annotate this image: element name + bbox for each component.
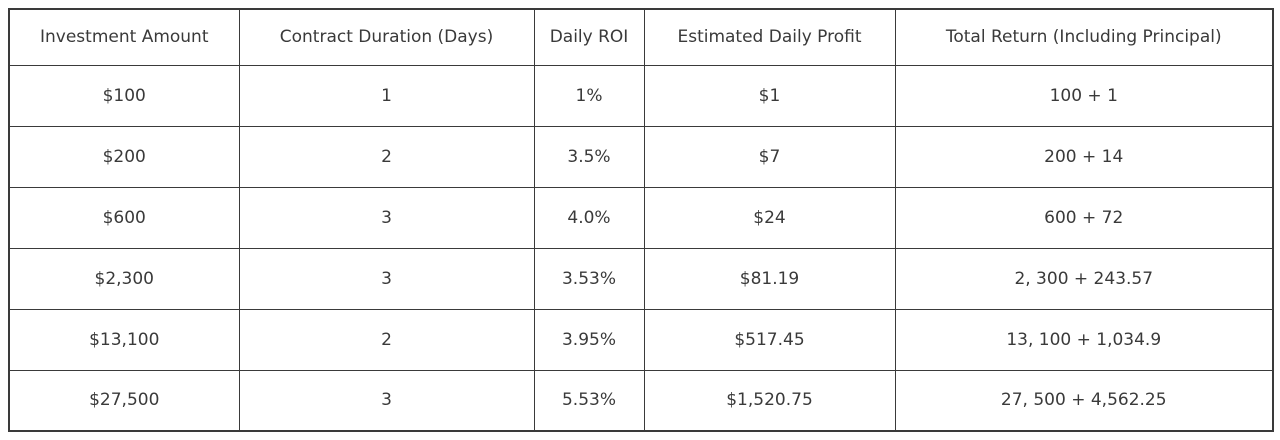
table-cell-daily-roi: 3.95% <box>533 308 645 371</box>
table-cell-contract-duration: 3 <box>238 247 535 310</box>
table-row: $27,500 3 5.53% $1,520.75 27, 500 + 4,56… <box>8 369 1274 432</box>
table-cell-investment-amount: $200 <box>8 125 240 188</box>
table-cell-contract-duration: 3 <box>238 186 535 249</box>
table-cell-estimated-daily-profit: $517.45 <box>643 308 896 371</box>
table-cell-total-return: 27, 500 + 4,562.25 <box>894 369 1274 432</box>
table-cell-estimated-daily-profit: $1,520.75 <box>643 369 896 432</box>
table-row: $600 3 4.0% $24 600 + 72 <box>8 186 1274 249</box>
table-cell-contract-duration: 3 <box>238 369 535 432</box>
table-cell-contract-duration: 2 <box>238 125 535 188</box>
table-cell-estimated-daily-profit: $81.19 <box>643 247 896 310</box>
column-header-daily-roi: Daily ROI <box>533 8 645 66</box>
table-cell-investment-amount: $600 <box>8 186 240 249</box>
column-header-contract-duration: Contract Duration (Days) <box>238 8 535 66</box>
column-header-investment-amount: Investment Amount <box>8 8 240 66</box>
table-cell-daily-roi: 3.5% <box>533 125 645 188</box>
table-cell-total-return: 2, 300 + 243.57 <box>894 247 1274 310</box>
table-cell-total-return: 13, 100 + 1,034.9 <box>894 308 1274 371</box>
table-row: $2,300 3 3.53% $81.19 2, 300 + 243.57 <box>8 247 1274 310</box>
table-cell-daily-roi: 4.0% <box>533 186 645 249</box>
table-cell-daily-roi: 1% <box>533 64 645 127</box>
table-cell-estimated-daily-profit: $24 <box>643 186 896 249</box>
table-row: $100 1 1% $1 100 + 1 <box>8 64 1274 127</box>
table-row: $200 2 3.5% $7 200 + 14 <box>8 125 1274 188</box>
table-cell-daily-roi: 3.53% <box>533 247 645 310</box>
table-cell-investment-amount: $13,100 <box>8 308 240 371</box>
table-cell-investment-amount: $100 <box>8 64 240 127</box>
investment-plans-table: Investment Amount Contract Duration (Day… <box>8 8 1274 432</box>
table-row: $13,100 2 3.95% $517.45 13, 100 + 1,034.… <box>8 308 1274 371</box>
table-cell-investment-amount: $2,300 <box>8 247 240 310</box>
table-cell-contract-duration: 2 <box>238 308 535 371</box>
table-cell-total-return: 100 + 1 <box>894 64 1274 127</box>
table-cell-contract-duration: 1 <box>238 64 535 127</box>
table-cell-estimated-daily-profit: $1 <box>643 64 896 127</box>
column-header-total-return: Total Return (Including Principal) <box>894 8 1274 66</box>
table-cell-daily-roi: 5.53% <box>533 369 645 432</box>
table-cell-total-return: 600 + 72 <box>894 186 1274 249</box>
header-row: Investment Amount Contract Duration (Day… <box>8 8 1274 66</box>
column-header-estimated-daily-profit: Estimated Daily Profit <box>643 8 896 66</box>
table-cell-estimated-daily-profit: $7 <box>643 125 896 188</box>
table-cell-investment-amount: $27,500 <box>8 369 240 432</box>
table-cell-total-return: 200 + 14 <box>894 125 1274 188</box>
